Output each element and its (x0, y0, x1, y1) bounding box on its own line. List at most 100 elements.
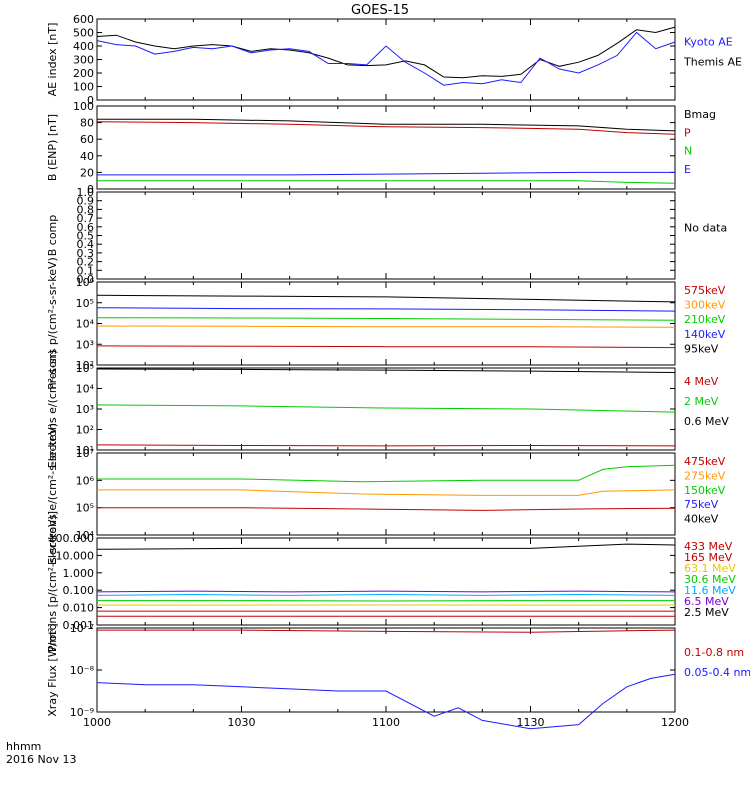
series-2-mev (96, 404, 676, 413)
plot-title: GOES-15 (351, 3, 409, 18)
legend-entry: 30.6 MeV (684, 573, 736, 586)
y-axis-label: AE index [nT] (46, 23, 59, 97)
panel-frame (96, 537, 676, 626)
y-tick-label: 10⁻⁹ (70, 706, 94, 719)
x-axis: hhmm 2016 Nov 13 1000 1030 1100 1130 1200 (6, 716, 689, 766)
legend-entry: 40keV (684, 513, 719, 526)
legend-entry: Themis AE (683, 56, 742, 69)
y-tick-label: 10¹ (76, 444, 94, 457)
legend-entry: 140keV (684, 328, 726, 341)
y-tick-label: 10⁶ (76, 276, 95, 289)
legend-entry: 6.5 MeV (684, 595, 729, 608)
legend-entry: 0.05-0.4 nm (684, 666, 750, 679)
legend-entry: 475keV (684, 455, 726, 468)
x-tick-label: 1000 (83, 716, 111, 729)
series-4-mev (96, 444, 676, 447)
series-p (96, 121, 676, 135)
legend-entry: Bmag (684, 108, 716, 121)
x-tick-label: 1100 (372, 716, 400, 729)
series-0-6-mev (96, 368, 676, 373)
y-tick-label: 10⁴ (76, 318, 95, 331)
legend-entry: 165 MeV (684, 551, 733, 564)
x-tick-label: 1200 (661, 716, 689, 729)
y-tick-label: 40 (80, 150, 94, 163)
legend-entry: 2.5 MeV (684, 606, 729, 619)
legend-entry: 210keV (684, 313, 726, 326)
panel-5: 10¹ 10² 10³ 10⁴ 10⁵ Electrons e/(cm²-s-sr) 4 M… (46, 350, 729, 469)
y-axis-label: Protons [p/(cm²-s-sr-keV)] (46, 511, 59, 652)
y-tick-label: 300 (73, 54, 94, 67)
series-275kev (97, 489, 676, 496)
y-tick-label: 0.001 (63, 619, 95, 632)
y-tick-label: 0.2 (77, 256, 95, 269)
legend-entry: 95keV (684, 342, 719, 355)
y-tick-label: 10³ (76, 338, 94, 351)
y-axis-label: Protons p/(cm²-s-sr-keV) (46, 257, 59, 390)
panel-frame (96, 281, 676, 366)
y-tick-label: 10⁵ (76, 297, 94, 310)
y-tick-label: 0.9 (77, 195, 95, 208)
series-e (97, 171, 675, 176)
y-axis-label: B comp (46, 215, 59, 257)
y-tick-label: 10⁷ (76, 447, 94, 460)
series-575kev (96, 345, 676, 349)
y-tick-label: 0 (87, 183, 94, 196)
y-tick-label: 10⁴ (76, 383, 95, 396)
y-tick-label: 0 (87, 94, 94, 107)
legend-entry: 575keV (684, 284, 726, 297)
legend-entry: 275keV (684, 469, 726, 482)
y-tick-label: 10.000 (56, 549, 95, 562)
legend-entry: 0.6 MeV (684, 415, 729, 428)
y-tick-label: 0.6 (77, 221, 95, 234)
panel-frame (96, 105, 676, 190)
panel-frame (96, 191, 676, 280)
series-kyoto-ae (96, 31, 676, 86)
legend-entry: 0.1-0.8 nm (684, 646, 744, 659)
series-0-1-0-8-nm (97, 629, 676, 633)
legend-entry: Kyoto AE (684, 36, 733, 49)
series-n (97, 180, 676, 184)
panel-frame (96, 18, 676, 101)
legend-entry: 433 MeV (684, 540, 733, 553)
y-tick-label: 10⁻⁸ (70, 664, 95, 677)
panel-6: 10⁴ 10⁵ 10⁶ 10⁷ Electrons e/(cm²-s-sr-keV) 47… (46, 423, 726, 565)
y-tick-label: 60 (80, 133, 94, 146)
x-tick-label: 1030 (228, 716, 256, 729)
legend-entry: N (684, 145, 692, 158)
y-tick-label: 100 (73, 81, 94, 94)
y-tick-label: 10² (76, 424, 94, 437)
y-tick-label: 10⁵ (76, 502, 94, 515)
y-tick-label: 0.1 (77, 264, 95, 277)
y-tick-label: 10⁴ (76, 529, 95, 542)
panel-2: 0 20 40 60 80 100 B (ENP) [nT] Bmag PNE (46, 100, 716, 196)
y-tick-label: 100 (73, 100, 94, 113)
legend-entry: 63.1 MeV (684, 562, 736, 575)
series-6-5-mev (96, 590, 676, 593)
y-tick-label: 200 (73, 67, 94, 80)
series-11-6-mev (96, 593, 676, 596)
y-tick-label: 0.4 (77, 238, 95, 251)
legend-entry: 75keV (684, 498, 719, 511)
legend-entry: 300keV (684, 299, 726, 312)
series-0-05-0-4-nm (96, 673, 676, 730)
y-tick-label: 10⁵ (76, 362, 94, 375)
y-tick-label: 0.7 (77, 212, 95, 225)
legend-entry: 11.6 MeV (684, 584, 736, 597)
y-axis-label: B (ENP) [nT] (46, 114, 59, 181)
series-themis-ae (96, 26, 676, 79)
series-95kev (96, 294, 676, 303)
series-2-5-mev (96, 543, 676, 550)
legend-entry: 150keV (684, 484, 726, 497)
panel-frame (96, 367, 676, 451)
legend-entry: P (684, 126, 691, 139)
x-tick-label: 1130 (517, 716, 545, 729)
y-tick-label: 0.5 (77, 230, 95, 243)
y-tick-label: 400 (73, 40, 94, 53)
y-tick-label: 10² (76, 359, 94, 372)
y-tick-label: 80 (80, 117, 94, 130)
legend-entry: E (684, 163, 691, 176)
x-corner-label-hhmm: hhmm (6, 740, 41, 753)
y-tick-label: 20 (80, 166, 94, 179)
